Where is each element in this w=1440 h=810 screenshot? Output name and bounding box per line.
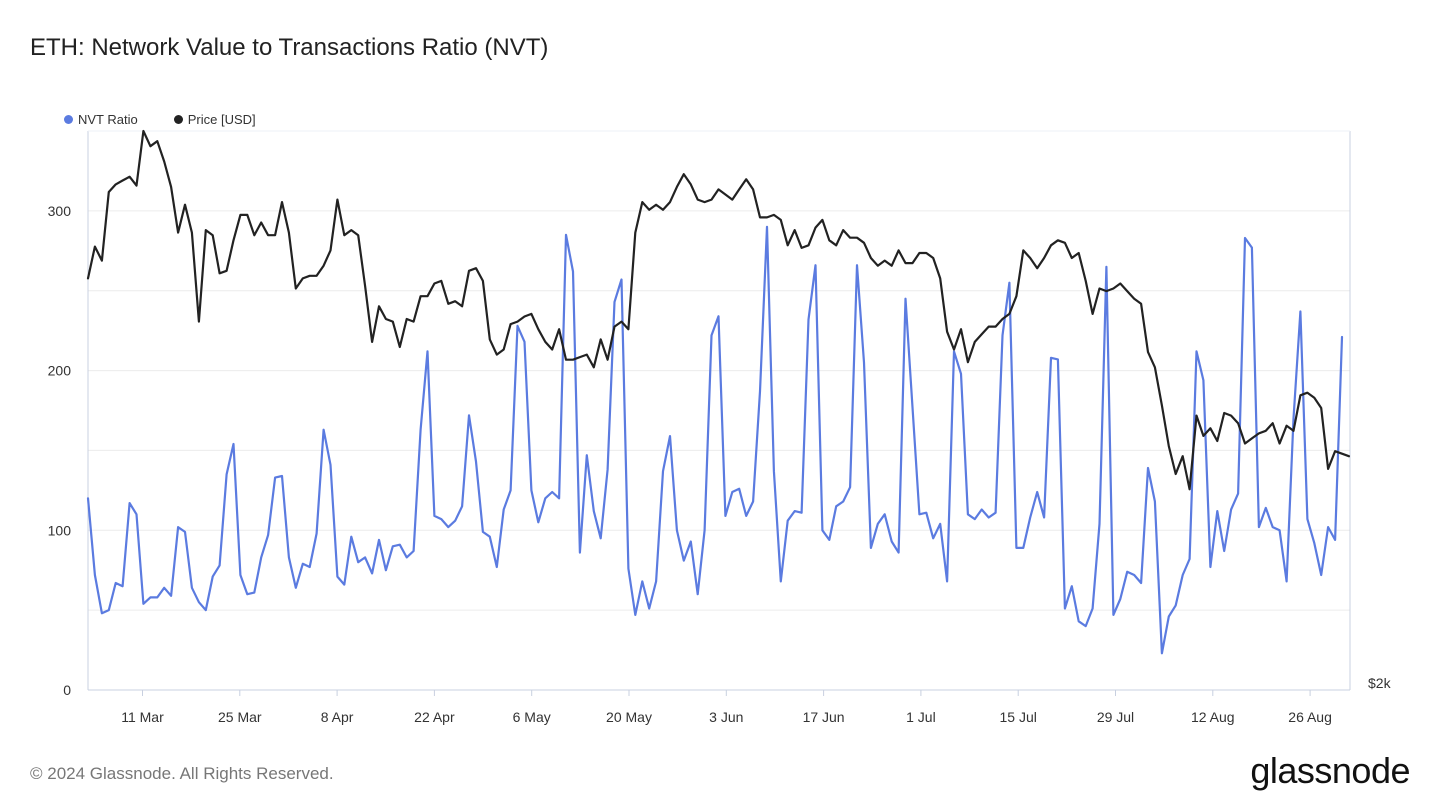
- chart-title: ETH: Network Value to Transactions Ratio…: [30, 34, 549, 61]
- legend-label-price: Price [USD]: [187, 112, 256, 127]
- x-tick-label-7: 17 Jun: [803, 709, 845, 725]
- y-tick-label-0: 0: [63, 682, 71, 698]
- legend-item-price[interactable]: Price [USD]: [173, 112, 256, 127]
- y-right-tick-label-0: $2k: [1368, 675, 1392, 691]
- nvt-ratio-line: [86, 225, 1344, 655]
- legend-label-nvt: NVT Ratio: [78, 112, 138, 127]
- chart-legend: NVT Ratio Price [USD]: [64, 112, 256, 127]
- x-tick-label-6: 3 Jun: [709, 709, 743, 725]
- x-tick-label-10: 29 Jul: [1097, 709, 1134, 725]
- x-tick-label-0: 11 Mar: [121, 709, 164, 725]
- x-tick-label-4: 6 May: [513, 709, 551, 725]
- x-tick-label-9: 15 Jul: [1000, 709, 1037, 725]
- y-tick-label-1: 100: [48, 522, 72, 538]
- x-tick-label-5: 20 May: [606, 709, 652, 725]
- x-tick-label-2: 8 Apr: [321, 709, 354, 725]
- glassnode-logo: glassnode: [1250, 750, 1410, 791]
- y-tick-label-3: 300: [48, 203, 72, 219]
- x-tick-label-3: 22 Apr: [414, 709, 455, 725]
- price-usd-line: [86, 129, 1351, 491]
- x-tick-label-8: 1 Jul: [906, 709, 936, 725]
- legend-dot-price: [173, 115, 183, 124]
- copyright-footer: © 2024 Glassnode. All Rights Reserved.: [30, 764, 334, 783]
- y-tick-label-2: 200: [48, 363, 72, 379]
- legend-dot-nvt: [64, 115, 73, 124]
- x-tick-label-12: 26 Aug: [1288, 709, 1332, 725]
- x-tick-label-11: 12 Aug: [1191, 709, 1235, 725]
- x-tick-label-1: 25 Mar: [218, 709, 262, 725]
- legend-item-nvt[interactable]: NVT Ratio: [64, 112, 138, 127]
